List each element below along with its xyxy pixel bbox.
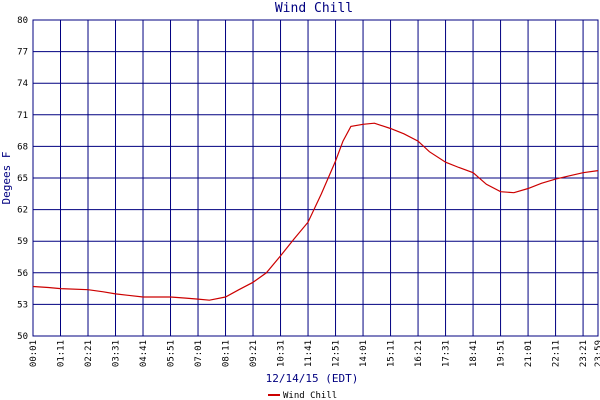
x-tick-label: 05:51 [167,340,177,367]
y-tick-label: 65 [17,174,28,184]
x-tick-label: 02:21 [84,340,94,367]
x-tick-label: 09:21 [249,340,259,367]
y-tick-label: 80 [17,16,28,26]
x-tick-label: 12:51 [332,340,342,367]
data-line [32,122,599,301]
y-tick-label: 77 [17,48,28,58]
x-tick-label: 15:11 [387,340,397,367]
x-tick-label: 04:41 [139,340,149,367]
y-tick-label: 74 [17,79,28,89]
x-tick-label: 01:11 [57,340,67,367]
x-tick-label: 08:11 [222,340,232,367]
y-tick-label: 62 [17,206,28,216]
y-tick-label: 56 [17,269,28,279]
x-tick-label: 23:21 [579,340,589,367]
x-tick-label: 16:21 [414,340,424,367]
legend-label: Wind Chill [283,391,337,400]
y-axis-label: Degees F [0,152,13,205]
y-tick-label: 71 [17,111,28,121]
y-tick-label: 50 [17,332,28,342]
x-tick-label: 14:01 [359,340,369,367]
x-tick-label: 17:31 [442,340,452,367]
x-tick-label: 22:11 [552,340,562,367]
x-tick-label: 18:41 [469,340,479,367]
y-tick-label: 59 [17,237,28,247]
y-tick-label: 68 [17,142,28,152]
x-tick-label: 07:01 [194,340,204,367]
x-tick-label: 21:01 [524,340,534,367]
x-tick-label: 19:51 [497,340,507,367]
x-tick-label: 10:31 [277,340,287,367]
y-tick-label: 53 [17,300,28,310]
chart-title: Wind Chill [275,1,353,16]
x-tick-label: 00:01 [29,340,39,367]
x-tick-label: 11:41 [304,340,314,367]
x-axis-label: 12/14/15 (EDT) [266,372,359,385]
x-tick-label: 03:31 [112,340,122,367]
x-tick-label: 23:59 [594,340,600,367]
